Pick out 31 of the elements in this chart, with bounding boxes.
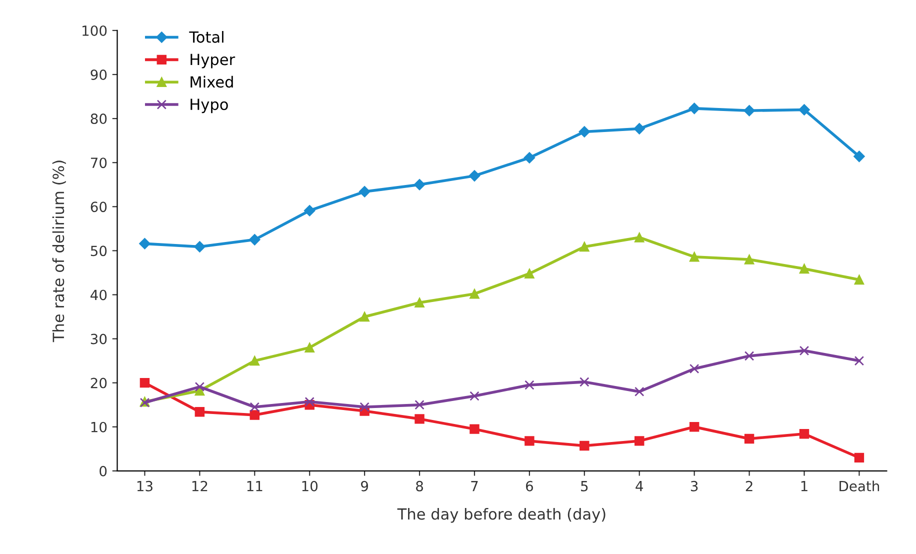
y-tick-label: 80 <box>90 114 107 124</box>
x-tick-label: 2 <box>746 480 752 492</box>
x-tick-label: 12 <box>192 480 208 492</box>
y-tick-label: 20 <box>90 378 107 388</box>
y-tick-label: 40 <box>90 290 107 300</box>
x-axis-title: The day before death (day) <box>397 508 606 523</box>
y-axis-title: The rate of delirium (%) <box>52 160 66 342</box>
x-tick-label: 9 <box>361 480 368 492</box>
legend-label: Hypo <box>190 98 228 114</box>
y-tick-label: 10 <box>91 422 107 432</box>
x-tick-label: 6 <box>526 480 533 492</box>
x-tick-label: 7 <box>471 481 478 492</box>
x-tick-label: 1 <box>801 481 808 492</box>
y-tick-label: 70 <box>90 158 107 168</box>
x-tick-label: 4 <box>636 481 644 492</box>
y-tick-label: 90 <box>90 69 107 80</box>
x-tick-label: 8 <box>416 480 423 492</box>
x-tick-label: 11 <box>247 481 262 492</box>
legend-label: Hyper <box>190 54 236 68</box>
y-tick-label: 0 <box>100 466 107 476</box>
x-tick-label: 10 <box>302 480 318 492</box>
legend-label: Total <box>189 31 224 43</box>
x-tick-label: 5 <box>581 481 588 492</box>
y-tick-label: 30 <box>90 334 107 344</box>
x-tick-label: Death <box>840 480 880 492</box>
x-tick-label: 13 <box>137 480 152 492</box>
y-tick-label: 60 <box>90 202 107 212</box>
y-tick-label: 50 <box>90 246 107 256</box>
legend-label: Mixed <box>190 76 233 88</box>
x-tick-label: 3 <box>690 480 698 492</box>
y-tick-label: 100 <box>82 25 107 36</box>
